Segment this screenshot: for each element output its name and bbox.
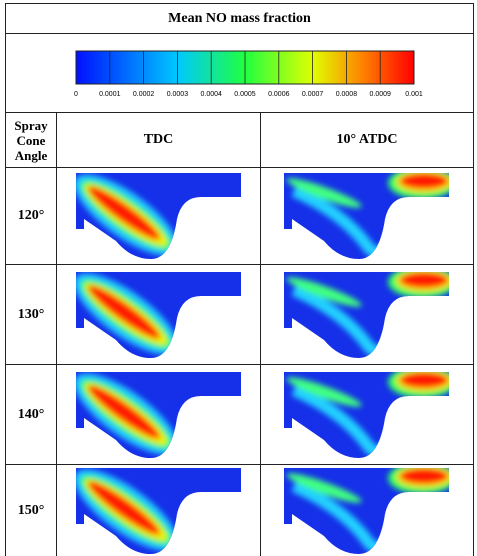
contour: [74, 466, 244, 556]
image-cell: [260, 364, 474, 465]
colorbar-cell: 0 0.0001 0.0002 0.0003 0.0004 0.0005 0.0006 0.0…: [5, 33, 474, 113]
colorbar-tick-label: 0.0002: [133, 91, 155, 98]
colorbar-tick-label: 0.0004: [200, 91, 222, 98]
colorbar-tick-label: 0.001: [405, 91, 423, 98]
colorbar-tick-label: 0.0001: [99, 91, 121, 98]
image-cell: [260, 167, 474, 265]
image-cell: [260, 264, 474, 365]
colorbar-tick-label: 0.0003: [167, 91, 189, 98]
contour: [282, 370, 452, 460]
colorbar-tick-label: 0.0007: [302, 91, 324, 98]
contour: [282, 270, 452, 360]
contour: [282, 466, 452, 556]
row-label: 130°: [5, 264, 57, 365]
colorbar-tick-label: 0.0005: [234, 91, 256, 98]
image-cell: [56, 464, 261, 556]
colorbar-tick-label: 0.0009: [369, 91, 391, 98]
row-label: 120°: [5, 167, 57, 265]
colorbar: 0 0.0001 0.0002 0.0003 0.0004 0.0005 0.0006 0.0…: [74, 50, 423, 98]
colorbar-tick-label: 0.0008: [336, 91, 358, 98]
colorbar-tick-label: 0.0006: [268, 91, 290, 98]
header-cell: 10° ATDC: [260, 112, 474, 168]
contour: [74, 270, 244, 360]
table-title: Mean NO mass fraction: [5, 3, 474, 34]
colorbar-tick-label: 0: [74, 91, 78, 98]
image-cell: [260, 464, 474, 556]
header-cell: TDC: [56, 112, 261, 168]
header-cell: Spray Cone Angle: [5, 112, 57, 168]
contour: [282, 171, 452, 261]
row-label: 150°: [5, 464, 57, 556]
results-table: Mean NO mass fraction 0 0.0001 0.0002 0.000…: [5, 3, 474, 556]
contour: [74, 171, 244, 261]
image-cell: [56, 264, 261, 365]
row-label: 140°: [5, 364, 57, 465]
image-cell: [56, 167, 261, 265]
image-cell: [56, 364, 261, 465]
contour: [74, 370, 244, 460]
